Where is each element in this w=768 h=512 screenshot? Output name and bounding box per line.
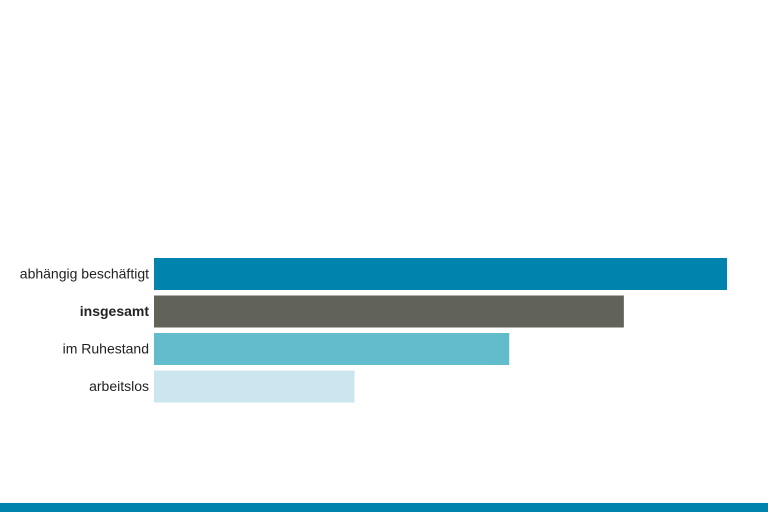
bar	[154, 258, 727, 290]
category-label: abhängig beschäftigt	[20, 266, 149, 282]
bar	[154, 333, 510, 365]
bar	[154, 370, 355, 403]
category-label: insgesamt	[80, 303, 150, 319]
bar	[154, 295, 624, 328]
category-label: im Ruhestand	[63, 341, 149, 357]
category-label: arbeitslos	[89, 378, 149, 394]
footer-stripe	[0, 503, 768, 512]
